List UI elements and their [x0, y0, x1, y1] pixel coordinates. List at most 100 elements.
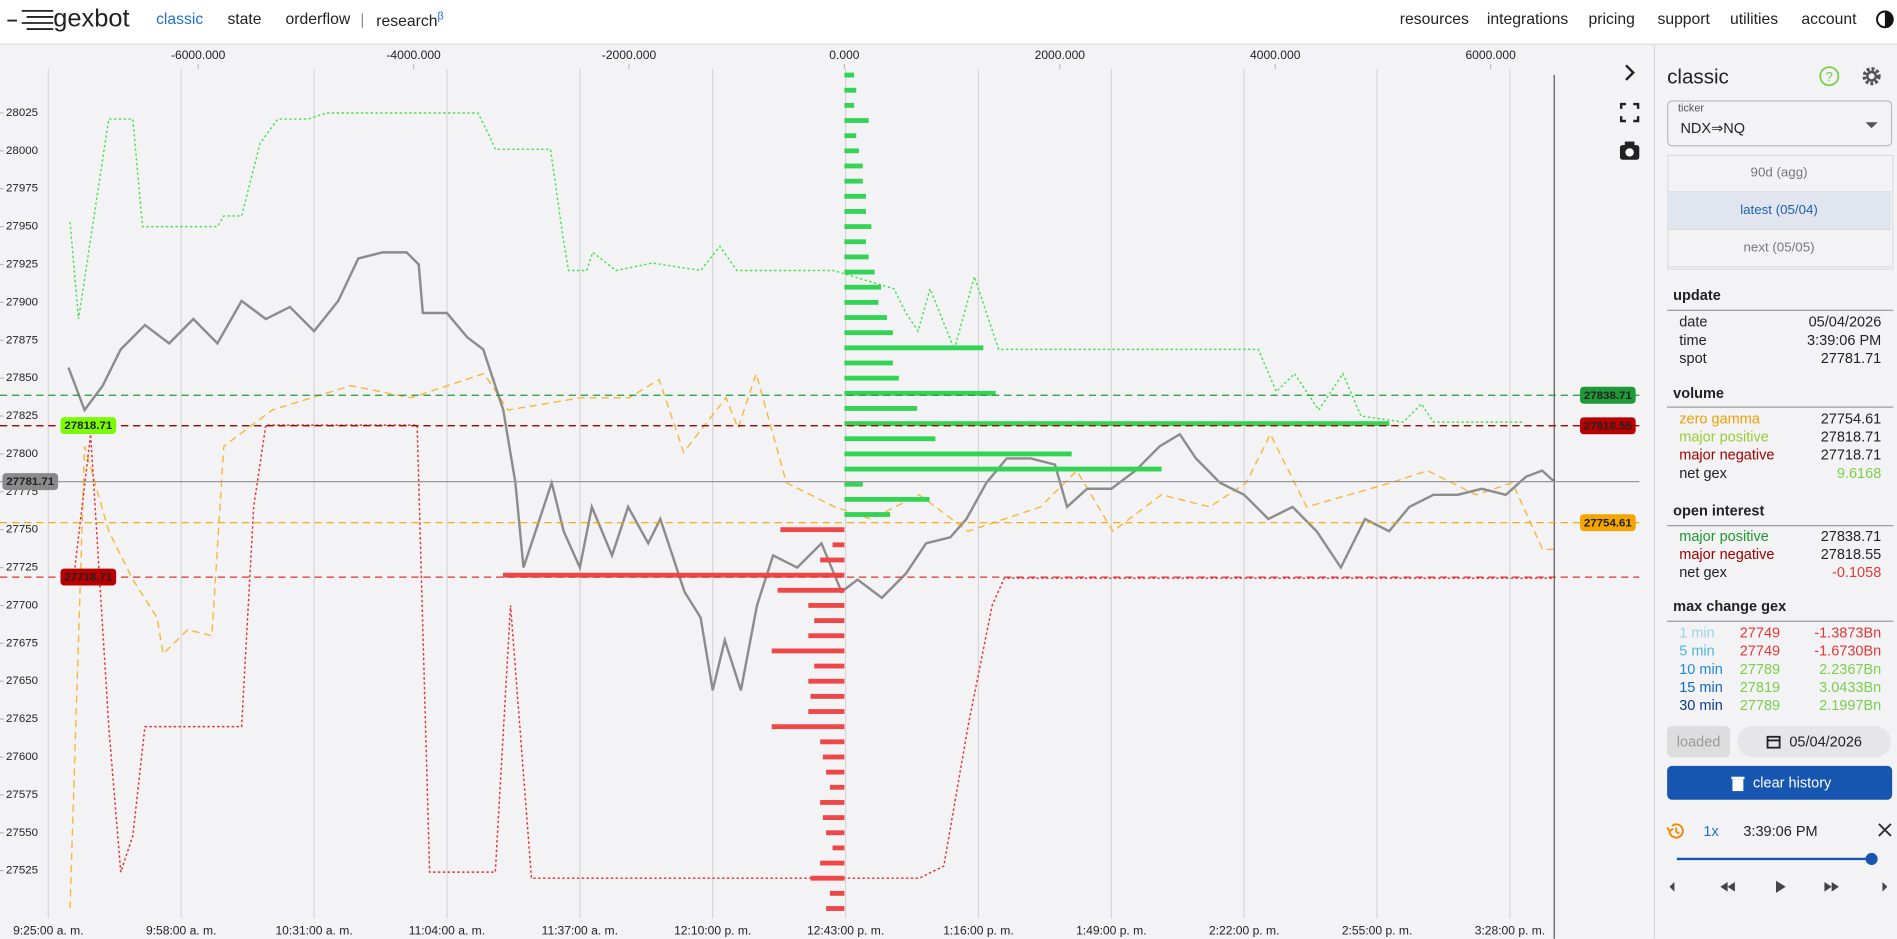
screenshot-button[interactable] — [1619, 141, 1640, 160]
gex-bar — [832, 845, 845, 851]
gex-bar — [820, 860, 845, 866]
row-value: 2.1997Bn — [1819, 696, 1882, 714]
step-forward[interactable] — [1882, 881, 1888, 892]
row-value: 27838.71 — [1820, 527, 1882, 545]
row-strike: 27789 — [1739, 696, 1781, 714]
time-tick-label: 3:28:00 p. m. — [1475, 924, 1546, 938]
play[interactable] — [1776, 880, 1786, 893]
row-label: 15 min — [1679, 678, 1723, 696]
speed-button[interactable]: 1x — [1703, 822, 1719, 840]
gex-bar — [808, 678, 845, 684]
gex-bar — [810, 693, 845, 699]
nav-link-text[interactable]: research — [376, 11, 438, 30]
y-tick-label: 27925 — [6, 259, 38, 271]
nav-link[interactable]: pricing — [1588, 9, 1635, 28]
row-value: 27818.71 — [1820, 428, 1882, 446]
gex-bar — [771, 724, 845, 730]
level-label-bg — [60, 568, 117, 586]
time-tick-label: 10:31:00 a. m. — [275, 924, 352, 938]
step-back[interactable] — [1669, 881, 1675, 892]
row-value: 27754.61 — [1820, 410, 1882, 428]
close-button[interactable] — [1878, 823, 1893, 838]
history-icon — [1666, 823, 1684, 839]
expiry-button[interactable]: 90d (agg) — [1667, 155, 1891, 193]
row-label: 10 min — [1679, 660, 1723, 678]
row-label: 1 min — [1679, 624, 1715, 642]
theme-toggle[interactable] — [1875, 10, 1894, 29]
date-picker[interactable]: 05/04/2026 — [1737, 725, 1891, 758]
collapse-button[interactable] — [1625, 64, 1635, 81]
gex-tick-label: 0.000 — [829, 48, 860, 62]
time-tick-label: 1:16:00 p. m. — [943, 924, 1014, 938]
nav-link[interactable]: utilities — [1730, 9, 1779, 28]
y-tick-label: 27800 — [6, 448, 38, 460]
brand[interactable]: gexbot — [53, 4, 130, 33]
gex-bar — [844, 133, 857, 139]
replay-slider[interactable] — [1672, 849, 1885, 868]
series-line — [69, 112, 1525, 423]
expiry-button[interactable]: latest (05/04) — [1667, 192, 1891, 230]
expiry-button[interactable]: next (05/05) — [1667, 230, 1891, 268]
replay-controls — [1669, 880, 1888, 893]
nav-link[interactable]: integrations — [1486, 9, 1569, 28]
level-label: 27754.61 — [1584, 517, 1633, 529]
gex-bar — [844, 102, 855, 108]
divider — [1667, 525, 1894, 527]
row-value: -1.6730Bn — [1814, 642, 1882, 660]
row-value: 27818.55 — [1820, 545, 1882, 563]
gex-bar — [844, 193, 866, 199]
clear-history-button[interactable]: clear history — [1667, 765, 1893, 800]
trash-icon — [1731, 776, 1745, 792]
gex-bar — [844, 406, 918, 411]
section-title: volume — [1673, 384, 1725, 402]
chart-tools — [1619, 64, 1640, 160]
gex-bar — [808, 709, 845, 714]
nav-link[interactable]: researchβ — [376, 10, 443, 30]
rewind[interactable] — [1720, 881, 1735, 892]
row-label: major negative — [1679, 545, 1775, 563]
nav-link[interactable]: resources — [1399, 9, 1469, 28]
time-tick-label: 9:58:00 a. m. — [146, 924, 217, 938]
gex-bar — [814, 663, 845, 669]
gex-bar — [844, 451, 1072, 457]
nav-link[interactable]: state — [227, 9, 262, 28]
level-label-bg — [60, 417, 117, 435]
settings-button[interactable] — [1862, 67, 1881, 86]
gex-bar — [844, 148, 859, 154]
row-label: 5 min — [1679, 642, 1715, 660]
nav-link[interactable]: account — [1801, 9, 1857, 28]
ticker-select[interactable]: ticker NDX⇒NQ — [1667, 100, 1893, 147]
y-tick-label: 27575 — [6, 789, 38, 801]
divider — [1667, 406, 1894, 408]
ticker-value: NDX⇒NQ — [1680, 119, 1746, 137]
row-label: spot — [1679, 349, 1707, 367]
gex-bar — [844, 421, 1390, 427]
y-tick-label: 27525 — [6, 865, 38, 877]
nav-link[interactable]: classic — [156, 9, 204, 28]
time-tick-label: 2:55:00 p. m. — [1342, 924, 1413, 938]
y-tick-label: 27700 — [6, 599, 38, 611]
gex-bar — [844, 481, 863, 487]
row-label: date — [1679, 313, 1708, 331]
y-tick-label: 27750 — [6, 524, 38, 536]
fast-forward[interactable] — [1824, 881, 1839, 892]
nav-separator — [361, 13, 363, 28]
level-label: 27781.71 — [6, 476, 55, 488]
gex-tick-label: -6000.000 — [171, 48, 226, 62]
date-value: 05/04/2026 — [1789, 733, 1862, 751]
level-label: 27718.71 — [64, 572, 113, 584]
nav-link[interactable]: orderflow — [285, 9, 351, 28]
logo-icon — [7, 9, 54, 30]
row-label: major positive — [1679, 428, 1769, 446]
series-line — [67, 251, 1556, 691]
help-button[interactable]: ? — [1819, 66, 1840, 87]
gex-bar — [844, 315, 887, 320]
fullscreen-button[interactable] — [1619, 102, 1640, 123]
series-line — [74, 424, 1555, 879]
beta-badge: β — [437, 9, 444, 22]
gex-bar — [808, 603, 845, 608]
row-label: major positive — [1679, 527, 1769, 545]
y-tick-label: 27550 — [6, 827, 38, 839]
nav-link[interactable]: support — [1657, 9, 1710, 28]
